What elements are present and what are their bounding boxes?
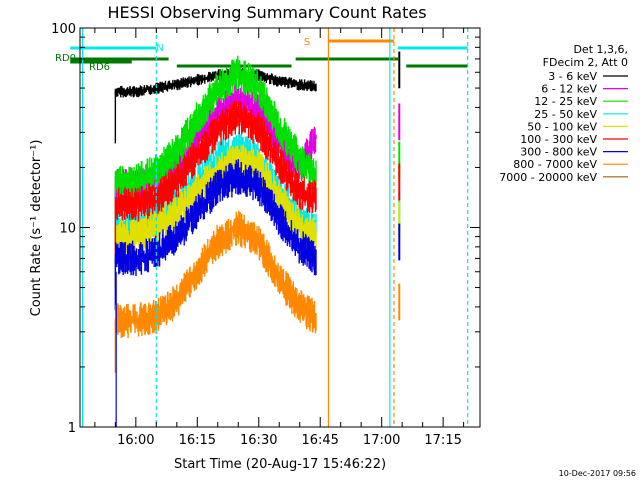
- x-tick-label: 17:15: [424, 433, 461, 448]
- x-tick-label: 16:45: [301, 433, 338, 448]
- legend-label: 12 - 25 keV: [534, 95, 597, 108]
- annotation-n: N: [156, 43, 163, 54]
- x-tick-label: 16:30: [240, 433, 277, 448]
- series-layer: [114, 51, 401, 427]
- series-7: [114, 159, 401, 311]
- legend-label: 50 - 100 keV: [527, 120, 597, 133]
- legend-header-line-2: FDecim 2, Att 0: [543, 56, 628, 69]
- legend-label: 25 - 50 keV: [534, 108, 597, 121]
- x-tick-label: 16:15: [179, 433, 216, 448]
- x-axis-label: Start Time (20-Aug-17 15:46:22): [174, 457, 386, 472]
- annotation-s: S: [304, 37, 310, 48]
- timestamp: 10-Dec-2017 09:56: [559, 469, 636, 478]
- legend-label: 6 - 12 keV: [541, 83, 597, 96]
- legend-label: 7000 - 20000 keV: [499, 171, 597, 184]
- annotation-rd6: RD6: [89, 62, 110, 73]
- series-6: [114, 100, 401, 257]
- flag-bars: N S RD0 RD6: [55, 37, 468, 73]
- x-tick-label: 17:00: [363, 433, 400, 448]
- annotation-rd0: RD0: [55, 53, 76, 64]
- y-tick-label: 10: [59, 222, 76, 237]
- y-axis-label: Count Rate (s⁻¹ detector⁻¹): [29, 140, 44, 317]
- y-tick-label: 1: [68, 421, 76, 436]
- legend-label: 800 - 7000 keV: [513, 158, 597, 171]
- legend-label: 300 - 800 keV: [520, 146, 597, 159]
- series-line: [114, 55, 317, 200]
- x-tick-label: 16:00: [117, 433, 154, 448]
- series-line: [114, 100, 317, 222]
- chart-title: HESSI Observing Summary Count Rates: [107, 3, 426, 22]
- y-tick-label: 100: [51, 22, 76, 37]
- series-8: [114, 210, 401, 373]
- legend-label: 100 - 300 keV: [520, 133, 597, 146]
- axis-ticks: 16:00 16:15 16:30 16:45 17:00 17:15 1 10 100: [51, 22, 480, 448]
- legend-header-line-1: Det 1,3,6,: [573, 43, 628, 56]
- legend-label: 3 - 6 keV: [548, 70, 597, 83]
